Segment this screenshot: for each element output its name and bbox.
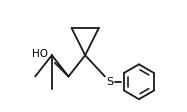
Text: S: S [107,77,114,87]
Text: HO: HO [33,49,48,59]
